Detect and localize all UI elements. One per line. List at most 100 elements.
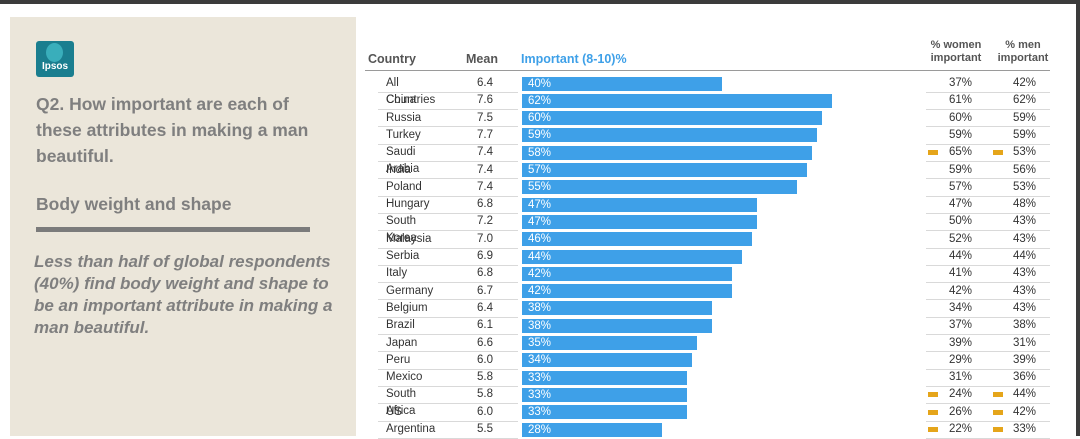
header-women-line2: important — [930, 52, 982, 64]
important-bar — [522, 318, 712, 333]
header-men-line1: % men — [1005, 39, 1041, 51]
row-divider-left — [378, 161, 518, 162]
women-value: 29% — [949, 353, 973, 366]
row-divider-left — [378, 420, 518, 422]
men-value: 44% — [1013, 250, 1037, 262]
men-highlight-marker — [993, 392, 1003, 398]
men-value: 38% — [1013, 319, 1037, 332]
men-value: 53% — [1013, 146, 1037, 159]
row-divider-right — [926, 282, 1050, 284]
women-value: 61% — [949, 94, 973, 107]
men-value: 33% — [1013, 423, 1037, 435]
important-bar-label: 35% — [528, 337, 552, 349]
important-bar-label: 60% — [528, 112, 552, 125]
important-bar — [522, 93, 832, 108]
women-value: 34% — [949, 301, 973, 314]
women-value: 47% — [949, 198, 973, 211]
mean-value: 7.7 — [477, 128, 493, 141]
row-divider-left — [378, 109, 518, 111]
men-highlight-marker — [993, 150, 1003, 156]
question-title: Q2. How important are each of these attr… — [36, 94, 309, 166]
men-highlight-marker — [993, 409, 1003, 415]
women-value: 44% — [949, 250, 973, 262]
header-women: % women important — [924, 39, 988, 65]
important-bar-label: 47% — [528, 215, 552, 228]
row-divider-left — [378, 299, 518, 301]
men-value: 39% — [1013, 353, 1037, 366]
women-value: 65% — [949, 146, 973, 159]
men-value: 43% — [1013, 301, 1037, 314]
important-bar — [522, 301, 712, 316]
row-divider-right — [926, 420, 1050, 422]
important-bar-label: 55% — [528, 181, 552, 194]
important-bar-label: 59% — [528, 129, 552, 142]
women-value: 60% — [949, 111, 973, 124]
row-divider-left — [378, 403, 518, 405]
men-highlight-marker — [993, 427, 1003, 432]
women-highlight-marker — [928, 150, 938, 156]
men-value: 42% — [1013, 405, 1037, 418]
header-women-line1: % women — [930, 39, 982, 51]
mean-value: 6.0 — [477, 405, 493, 418]
row-divider-left — [378, 143, 518, 145]
row-divider-right — [926, 247, 1050, 249]
important-bar-label: 44% — [528, 250, 552, 263]
mean-value: 5.8 — [477, 388, 493, 401]
mean-value: 7.4 — [477, 180, 493, 193]
row-divider-left — [378, 282, 518, 284]
women-value: 59% — [949, 163, 973, 176]
country-label: Germany — [386, 284, 434, 297]
important-bar — [522, 370, 687, 385]
women-value: 22% — [949, 423, 973, 435]
women-value: 26% — [949, 405, 973, 418]
right-border — [1076, 0, 1080, 436]
important-bar — [522, 266, 732, 281]
women-highlight-marker — [928, 427, 938, 432]
women-value: 39% — [949, 336, 973, 349]
country-label: Turkey — [386, 128, 421, 141]
summary-text: Less than half of global respondents (40… — [34, 252, 333, 337]
important-bar-label: 62% — [528, 94, 552, 107]
row-divider-left — [378, 385, 518, 387]
row-divider-right — [926, 385, 1050, 387]
country-label: South Africa — [386, 388, 417, 418]
important-bar — [522, 197, 757, 212]
men-value: 43% — [1013, 215, 1037, 228]
country-label: All Countries — [386, 77, 436, 106]
women-value: 37% — [949, 77, 973, 89]
row-divider-right — [926, 230, 1050, 232]
important-bar — [522, 405, 687, 420]
important-bar — [522, 111, 822, 126]
country-label: Argentina — [386, 423, 436, 435]
country-label: Brazil — [386, 319, 415, 332]
women-value: 42% — [949, 284, 973, 297]
logo-text: Ipsos — [41, 61, 69, 72]
row-divider-right — [926, 351, 1050, 353]
row-divider-left — [378, 195, 518, 197]
important-bar-label: 42% — [528, 285, 552, 298]
important-bar — [522, 232, 752, 247]
important-bar-label: 33% — [528, 371, 552, 384]
men-value: 43% — [1013, 267, 1037, 280]
mean-value: 6.8 — [477, 198, 493, 211]
country-label: Hungary — [386, 198, 430, 211]
women-value: 24% — [949, 388, 973, 401]
country-label: Belgium — [386, 301, 428, 314]
important-bar — [522, 353, 692, 368]
country-label: South Korea — [386, 215, 417, 245]
row-divider-right — [926, 368, 1050, 370]
men-value: 59% — [1013, 128, 1037, 141]
row-divider-right — [926, 264, 1050, 266]
country-label: Serbia — [386, 250, 420, 262]
row-divider-right — [926, 143, 1050, 145]
men-value: 56% — [1013, 163, 1037, 176]
mean-value: 6.4 — [477, 301, 493, 314]
important-bar — [522, 249, 742, 264]
header-country: Country — [368, 52, 416, 66]
header-important: Important (8-10)% — [521, 52, 627, 66]
important-bar — [522, 336, 697, 350]
men-value: 43% — [1013, 232, 1037, 245]
row-divider-right — [926, 195, 1050, 197]
mean-value: 5.8 — [477, 371, 493, 384]
row-divider-left — [378, 247, 518, 249]
